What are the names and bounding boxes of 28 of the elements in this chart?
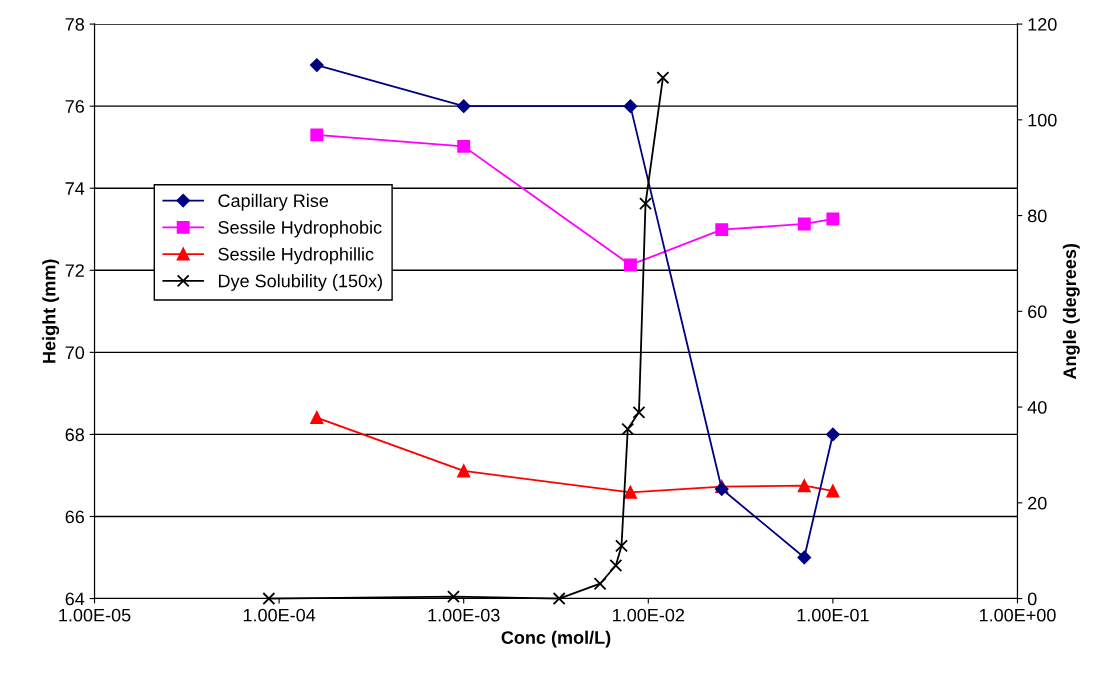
x-tick-label: 1.00E-02 [613,608,685,622]
y-tick-label: 70 [65,346,85,360]
y2-tick-label: 120 [1028,18,1057,31]
x-tick-label: 1.00E-03 [428,608,500,622]
y2-tick-label: 60 [1028,305,1047,319]
y2-tick-label: 40 [1027,401,1047,414]
y-tick-label: 68 [65,428,85,442]
y-tick-label: 76 [65,100,85,113]
y-tick-label: 64 [65,592,85,606]
x-axis-title: Conc (mol/L) [501,630,611,648]
x-tick-label: 1.00E+00 [979,608,1056,622]
y-tick-label: 72 [65,264,84,277]
legend-label: Capillary Rise [218,193,329,211]
x-tick-label: 1.00E-04 [243,608,316,622]
y2-tick-label: 0 [1027,592,1037,606]
y2-tick-label: 100 [1028,113,1057,127]
y-tick-label: 78 [65,18,85,31]
y2-tick-label: 20 [1028,496,1047,510]
legend-label: Dye Solubility (150x) [218,274,382,291]
x-tick-label: 1.00E-05 [59,608,131,622]
y-tick-label: 66 [65,510,85,524]
y2-tick-label: 80 [1027,209,1047,223]
legend-label: Sessile Hydrophobic [218,220,382,238]
y-tick-label: 74 [65,182,85,195]
y2-axis-title: Angle (degrees) [1062,243,1080,380]
y-axis-title: Height (mm) [42,259,60,363]
x-tick-label: 1.00E-01 [797,608,869,622]
legend-label: Sessile Hydrophillic [218,247,374,265]
